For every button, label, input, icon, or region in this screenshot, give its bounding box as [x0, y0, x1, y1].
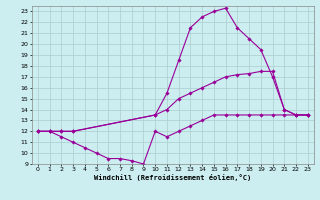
X-axis label: Windchill (Refroidissement éolien,°C): Windchill (Refroidissement éolien,°C) — [94, 174, 252, 181]
